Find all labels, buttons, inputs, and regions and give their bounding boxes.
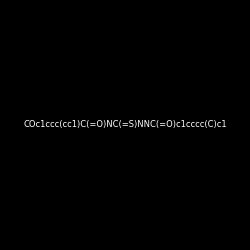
Text: COc1ccc(cc1)C(=O)NC(=S)NNC(=O)c1cccc(C)c1: COc1ccc(cc1)C(=O)NC(=S)NNC(=O)c1cccc(C)c…	[23, 120, 227, 130]
